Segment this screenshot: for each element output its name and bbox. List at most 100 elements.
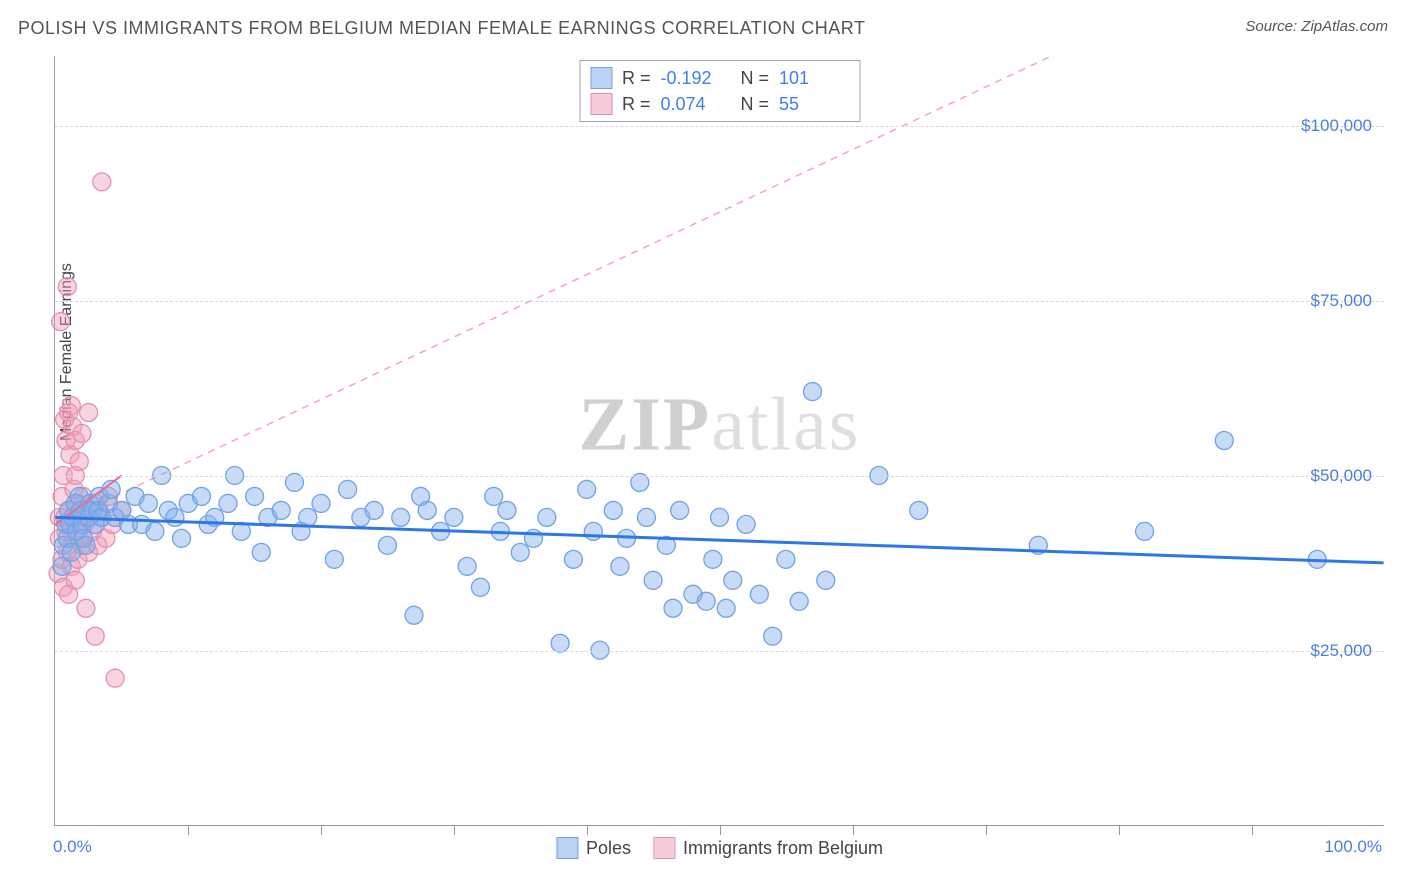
data-point-poles xyxy=(458,557,476,575)
data-point-poles xyxy=(173,529,191,547)
data-point-poles xyxy=(711,508,729,526)
data-point-poles xyxy=(272,501,290,519)
data-point-poles xyxy=(803,383,821,401)
x-tick xyxy=(853,825,854,835)
gridline xyxy=(55,476,1384,477)
source-label: Source: xyxy=(1245,18,1301,35)
data-point-belgium xyxy=(77,599,95,617)
data-point-poles xyxy=(252,543,270,561)
data-point-poles xyxy=(564,550,582,568)
data-point-poles xyxy=(664,599,682,617)
x-tick xyxy=(587,825,588,835)
n-label: N = xyxy=(741,94,770,115)
legend-row-poles: R = -0.192 N = 101 xyxy=(588,65,851,91)
data-point-poles xyxy=(511,543,529,561)
data-point-poles xyxy=(1215,432,1233,450)
data-point-poles xyxy=(471,578,489,596)
data-point-poles xyxy=(485,487,503,505)
x-tick xyxy=(720,825,721,835)
data-point-poles xyxy=(1136,522,1154,540)
legend-row-belgium: R = 0.074 N = 55 xyxy=(588,91,851,117)
swatch-belgium xyxy=(590,93,612,115)
data-point-poles xyxy=(445,508,463,526)
data-point-poles xyxy=(910,501,928,519)
data-point-poles xyxy=(77,536,95,554)
legend-series: Poles Immigrants from Belgium xyxy=(556,837,883,859)
data-point-poles xyxy=(704,550,722,568)
r-label: R = xyxy=(622,94,651,115)
data-point-poles xyxy=(418,501,436,519)
r-label: R = xyxy=(622,68,651,89)
y-tick-label: $100,000 xyxy=(1301,116,1372,136)
chart-source: Source: ZipAtlas.com xyxy=(1245,18,1388,35)
n-value-belgium: 55 xyxy=(779,94,849,115)
data-point-poles xyxy=(538,508,556,526)
data-point-poles xyxy=(671,501,689,519)
data-point-poles xyxy=(498,501,516,519)
data-point-belgium xyxy=(62,397,80,415)
data-point-belgium xyxy=(93,173,111,191)
data-point-poles xyxy=(192,487,210,505)
swatch-poles xyxy=(556,837,578,859)
r-value-poles: -0.192 xyxy=(661,68,731,89)
y-tick-label: $75,000 xyxy=(1311,291,1372,311)
swatch-belgium xyxy=(653,837,675,859)
gridline xyxy=(55,651,1384,652)
data-point-poles xyxy=(378,536,396,554)
r-value-belgium: 0.074 xyxy=(661,94,731,115)
x-tick xyxy=(454,825,455,835)
x-tick xyxy=(1252,825,1253,835)
data-point-poles xyxy=(604,501,622,519)
data-point-poles xyxy=(405,606,423,624)
data-point-poles xyxy=(139,494,157,512)
legend-item-poles: Poles xyxy=(556,837,631,859)
data-point-belgium xyxy=(58,278,76,296)
chart-header: POLISH VS IMMIGRANTS FROM BELGIUM MEDIAN… xyxy=(18,18,1388,39)
data-point-poles xyxy=(299,508,317,526)
swatch-poles xyxy=(590,67,612,89)
data-point-poles xyxy=(777,550,795,568)
data-point-poles xyxy=(339,480,357,498)
data-point-poles xyxy=(644,571,662,589)
data-point-belgium xyxy=(66,571,84,589)
data-point-poles xyxy=(365,501,383,519)
x-tick-label: 0.0% xyxy=(53,837,92,857)
data-point-poles xyxy=(584,522,602,540)
data-point-poles xyxy=(578,480,596,498)
data-point-belgium xyxy=(106,669,124,687)
data-point-belgium xyxy=(86,627,104,645)
data-point-poles xyxy=(697,592,715,610)
data-point-belgium xyxy=(52,313,70,331)
data-point-poles xyxy=(724,571,742,589)
data-point-poles xyxy=(637,508,655,526)
data-point-poles xyxy=(764,627,782,645)
x-tick xyxy=(1119,825,1120,835)
data-point-poles xyxy=(551,634,569,652)
data-point-poles xyxy=(219,494,237,512)
scatter-plot-svg xyxy=(55,56,1384,825)
data-point-poles xyxy=(611,557,629,575)
gridline xyxy=(55,301,1384,302)
plot-area: Median Female Earnings ZIPatlas R = -0.1… xyxy=(54,56,1384,826)
y-tick-label: $25,000 xyxy=(1311,641,1372,661)
data-point-poles xyxy=(750,585,768,603)
data-point-belgium xyxy=(80,404,98,422)
data-point-poles xyxy=(392,508,410,526)
legend-label-poles: Poles xyxy=(586,838,631,859)
data-point-belgium xyxy=(70,452,88,470)
n-label: N = xyxy=(741,68,770,89)
data-point-belgium xyxy=(73,425,91,443)
chart-title: POLISH VS IMMIGRANTS FROM BELGIUM MEDIAN… xyxy=(18,18,865,39)
data-point-poles xyxy=(817,571,835,589)
legend-correlation: R = -0.192 N = 101 R = 0.074 N = 55 xyxy=(579,60,860,122)
gridline xyxy=(55,126,1384,127)
n-value-poles: 101 xyxy=(779,68,849,89)
x-tick xyxy=(188,825,189,835)
data-point-poles xyxy=(146,522,164,540)
y-tick-label: $50,000 xyxy=(1311,466,1372,486)
x-tick xyxy=(321,825,322,835)
legend-item-belgium: Immigrants from Belgium xyxy=(653,837,883,859)
data-point-poles xyxy=(166,508,184,526)
data-point-poles xyxy=(246,487,264,505)
x-tick-label: 100.0% xyxy=(1324,837,1382,857)
